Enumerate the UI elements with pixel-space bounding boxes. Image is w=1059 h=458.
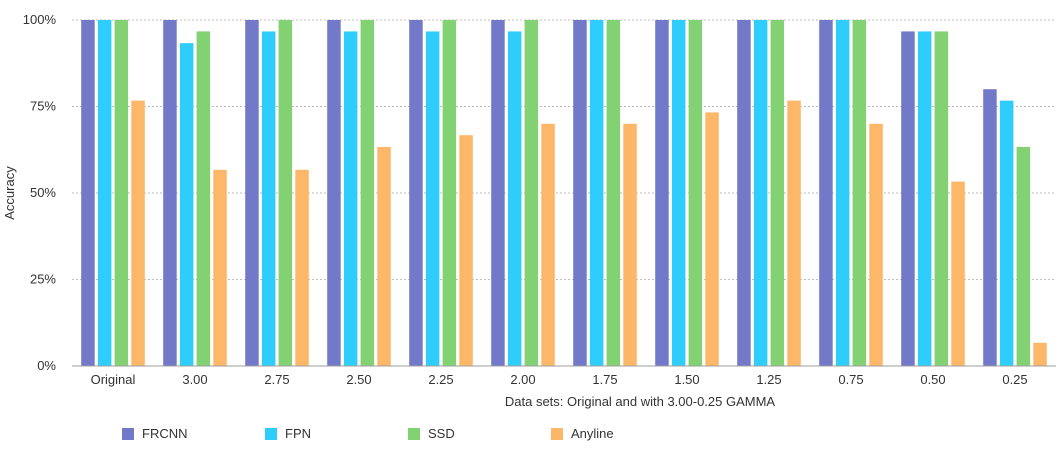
bar: [983, 89, 997, 366]
legend-swatch: [265, 427, 277, 440]
y-tick-label: 75%: [30, 99, 56, 114]
bar: [377, 146, 391, 366]
y-tick-label: 25%: [30, 272, 56, 287]
bar: [245, 20, 259, 366]
bar: [491, 20, 505, 366]
bar: [737, 20, 751, 366]
x-tick-label: 0.75: [838, 372, 863, 387]
bar: [623, 123, 637, 366]
bar: [787, 100, 801, 367]
x-tick-label: 0.25: [1002, 372, 1027, 387]
bar: [819, 20, 833, 366]
bar-chart: 0% 25% 50% 75% 100% Original 3.00 2.75 2.50 2.25…: [2, 12, 1056, 409]
bar: [606, 20, 621, 366]
legend-label: Anyline: [571, 426, 614, 441]
legend: FRCNN FPN SSD Anyline: [122, 426, 694, 441]
bar: [541, 123, 555, 366]
y-tick-label: 0%: [37, 358, 56, 373]
y-axis-ticks: 0% 25% 50% 75% 100%: [23, 12, 57, 373]
legend-label: FPN: [285, 426, 311, 441]
bar: [655, 20, 669, 366]
legend-label: SSD: [428, 426, 455, 441]
bar: [131, 100, 145, 367]
bar: [524, 20, 539, 366]
bar: [705, 112, 719, 366]
bar: [951, 181, 965, 366]
bar: [688, 20, 703, 366]
legend-item[interactable]: Anyline: [551, 426, 694, 441]
x-tick-label: 1.25: [756, 372, 781, 387]
bar: [934, 31, 949, 366]
bar: [1033, 342, 1047, 366]
x-axis-ticks: Original 3.00 2.75 2.50 2.25 2.00 1.75 1.50 1.25…: [91, 372, 1028, 387]
bar: [81, 20, 95, 366]
bar: [278, 20, 293, 366]
bar: [327, 20, 341, 366]
bar: [869, 123, 883, 366]
x-tick-label: 2.25: [428, 372, 453, 387]
legend-label: FRCNN: [142, 426, 188, 441]
x-tick-label: 1.75: [592, 372, 617, 387]
legend-item[interactable]: FRCNN: [122, 426, 265, 441]
bar: [459, 135, 473, 366]
legend-swatch: [408, 427, 420, 440]
grid-lines: [72, 19, 1056, 280]
bar: [179, 43, 194, 366]
y-tick-label: 50%: [30, 185, 56, 200]
bar: [852, 20, 867, 366]
bar: [261, 31, 276, 366]
bar: [442, 20, 457, 366]
legend-swatch: [551, 427, 563, 440]
bar: [835, 20, 850, 366]
bar: [1016, 146, 1031, 366]
x-tick-label: 2.50: [346, 372, 371, 387]
bar: [901, 31, 915, 366]
bar: [589, 20, 604, 366]
bar: [409, 20, 423, 366]
bar: [295, 169, 309, 366]
legend-item[interactable]: FPN: [265, 426, 408, 441]
x-tick-label: 0.50: [920, 372, 945, 387]
bar: [507, 31, 522, 366]
bar: [917, 31, 932, 366]
legend-swatch: [122, 427, 134, 440]
bar: [196, 31, 211, 366]
bar: [753, 20, 768, 366]
x-tick-label: 3.00: [182, 372, 207, 387]
bar: [425, 31, 440, 366]
bar: [213, 169, 227, 366]
x-tick-label: 2.75: [264, 372, 289, 387]
x-axis-title: Data sets: Original and with 3.00-0.25 G…: [505, 394, 776, 409]
bar: [770, 20, 785, 366]
bar: [573, 20, 587, 366]
bar: [97, 20, 112, 366]
legend-item[interactable]: SSD: [408, 426, 551, 441]
x-tick-label: Original: [91, 372, 136, 387]
bar: [360, 20, 375, 366]
x-tick-label: 1.50: [674, 372, 699, 387]
bar: [999, 100, 1014, 367]
bar: [163, 20, 177, 366]
bar: [343, 31, 358, 366]
bar: [671, 20, 686, 366]
y-axis-title: Accuracy: [2, 166, 17, 220]
bars: [81, 20, 1047, 367]
x-tick-label: 2.00: [510, 372, 535, 387]
y-tick-label: 100%: [23, 12, 57, 27]
bar: [114, 20, 129, 366]
